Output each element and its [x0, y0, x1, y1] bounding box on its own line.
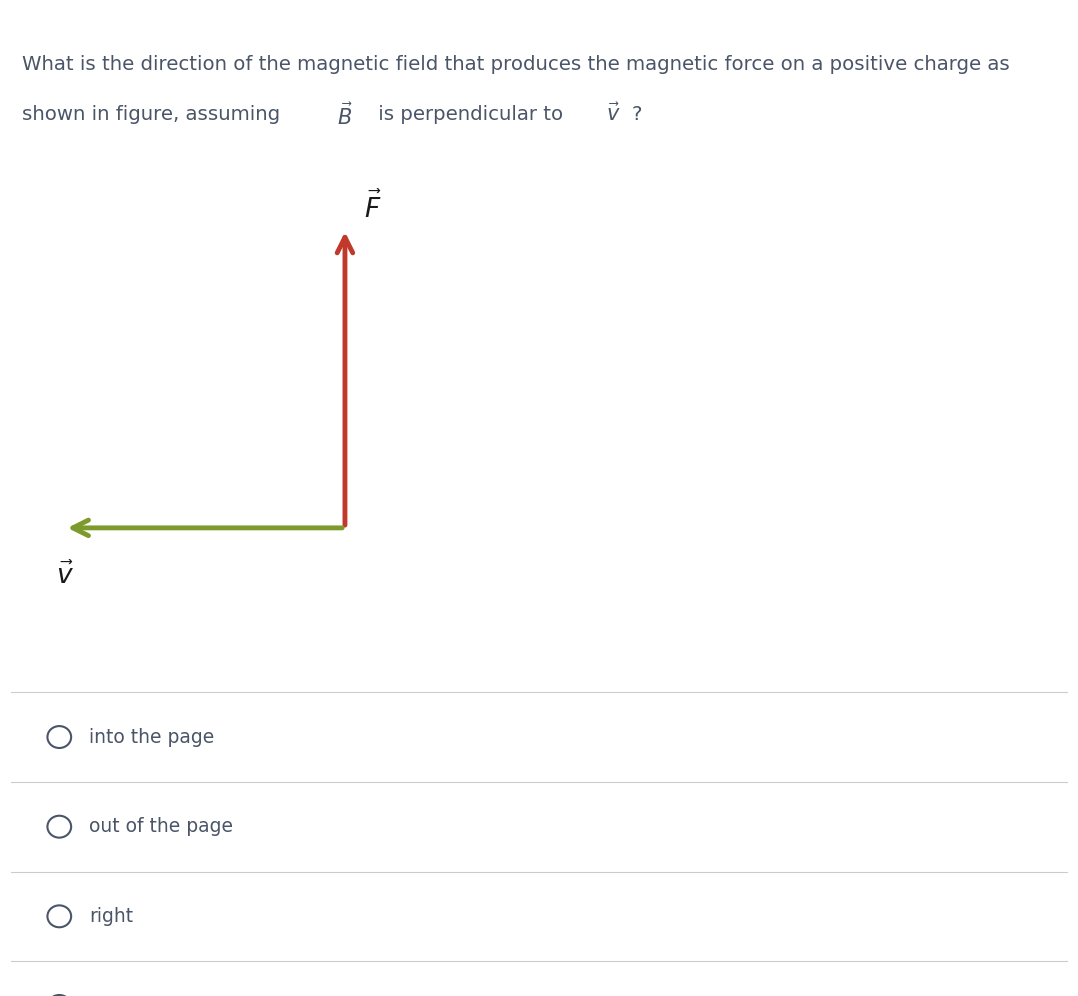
Text: What is the direction of the magnetic field that produces the magnetic force on : What is the direction of the magnetic fi… [22, 55, 1009, 74]
Text: ?: ? [632, 105, 642, 124]
Text: $\vec{v}$: $\vec{v}$ [56, 563, 74, 591]
Text: $\vec{v}$: $\vec{v}$ [606, 103, 621, 125]
Text: right: right [89, 906, 134, 926]
Text: out of the page: out of the page [89, 817, 234, 837]
Text: $\vec{F}$: $\vec{F}$ [364, 191, 382, 224]
Text: shown in figure, assuming: shown in figure, assuming [22, 105, 286, 124]
Text: into the page: into the page [89, 727, 215, 747]
Text: is perpendicular to: is perpendicular to [372, 105, 569, 124]
Text: $\vec{B}$: $\vec{B}$ [337, 103, 354, 129]
